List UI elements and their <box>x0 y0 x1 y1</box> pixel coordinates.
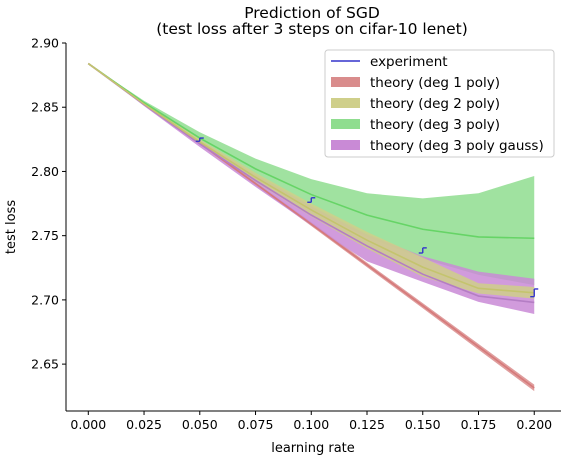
legend-item-experiment: experiment <box>331 54 448 70</box>
chart-title: Prediction of SGD <box>244 4 380 22</box>
y-tick-label: 2.90 <box>31 36 59 51</box>
x-axis-label: learning rate <box>271 441 355 456</box>
line-deg2 <box>87 62 535 294</box>
experiment-point-3 <box>530 288 539 298</box>
y-axis-ticks: 2.65 2.70 2.75 2.80 2.85 2.90 <box>31 36 66 372</box>
legend-label: experiment <box>370 54 448 70</box>
chart-subtitle: (test loss after 3 steps on cifar-10 len… <box>156 20 468 38</box>
x-tick-label: 0.125 <box>349 417 385 432</box>
y-tick-label: 2.85 <box>31 100 59 115</box>
legend-box <box>324 49 555 158</box>
legend-item-deg3: theory (deg 3 poly) <box>331 117 500 133</box>
legend-item-deg3gauss: theory (deg 3 poly gauss) <box>331 138 544 154</box>
experiment-point-2 <box>418 247 427 254</box>
experiment-point-1 <box>307 197 316 203</box>
y-axis-label: test loss <box>4 200 19 254</box>
legend-swatch <box>331 98 360 108</box>
legend-items: experiment theory (deg 1 poly) theory (deg… <box>331 54 544 154</box>
experiment-errorbars <box>195 137 539 298</box>
y-tick-label: 2.75 <box>31 228 59 243</box>
x-tick-label: 0.000 <box>70 417 106 432</box>
y-tick-label: 2.65 <box>31 357 59 372</box>
legend-label: theory (deg 1 poly) <box>370 75 500 91</box>
series-lines <box>87 62 535 389</box>
line-deg3 <box>87 62 535 240</box>
x-tick-label: 0.200 <box>516 417 552 432</box>
y-tick-label: 2.70 <box>31 292 59 307</box>
legend-item-deg2: theory (deg 2 poly) <box>331 96 500 112</box>
line-deg3gauss <box>87 62 535 304</box>
legend-label: theory (deg 3 poly gauss) <box>370 138 544 154</box>
legend: experiment theory (deg 1 poly) theory (deg… <box>324 49 555 158</box>
x-tick-label: 0.100 <box>293 417 329 432</box>
x-tick-label: 0.150 <box>405 417 441 432</box>
x-tick-label: 0.075 <box>238 417 274 432</box>
y-tick-label: 2.80 <box>31 164 59 179</box>
experiment-point-0 <box>195 137 204 142</box>
x-tick-label: 0.050 <box>182 417 218 432</box>
x-tick-label: 0.175 <box>461 417 497 432</box>
legend-item-deg1: theory (deg 1 poly) <box>331 75 500 91</box>
legend-label: theory (deg 3 poly) <box>370 117 500 133</box>
legend-swatch <box>331 119 360 129</box>
legend-swatch <box>331 140 360 150</box>
x-tick-label: 0.025 <box>126 417 162 432</box>
legend-label: theory (deg 2 poly) <box>370 96 500 112</box>
legend-swatch <box>331 77 360 87</box>
x-axis-ticks: 0.000 0.025 0.050 0.075 0.100 0.125 0.150 0.175… <box>70 411 552 432</box>
